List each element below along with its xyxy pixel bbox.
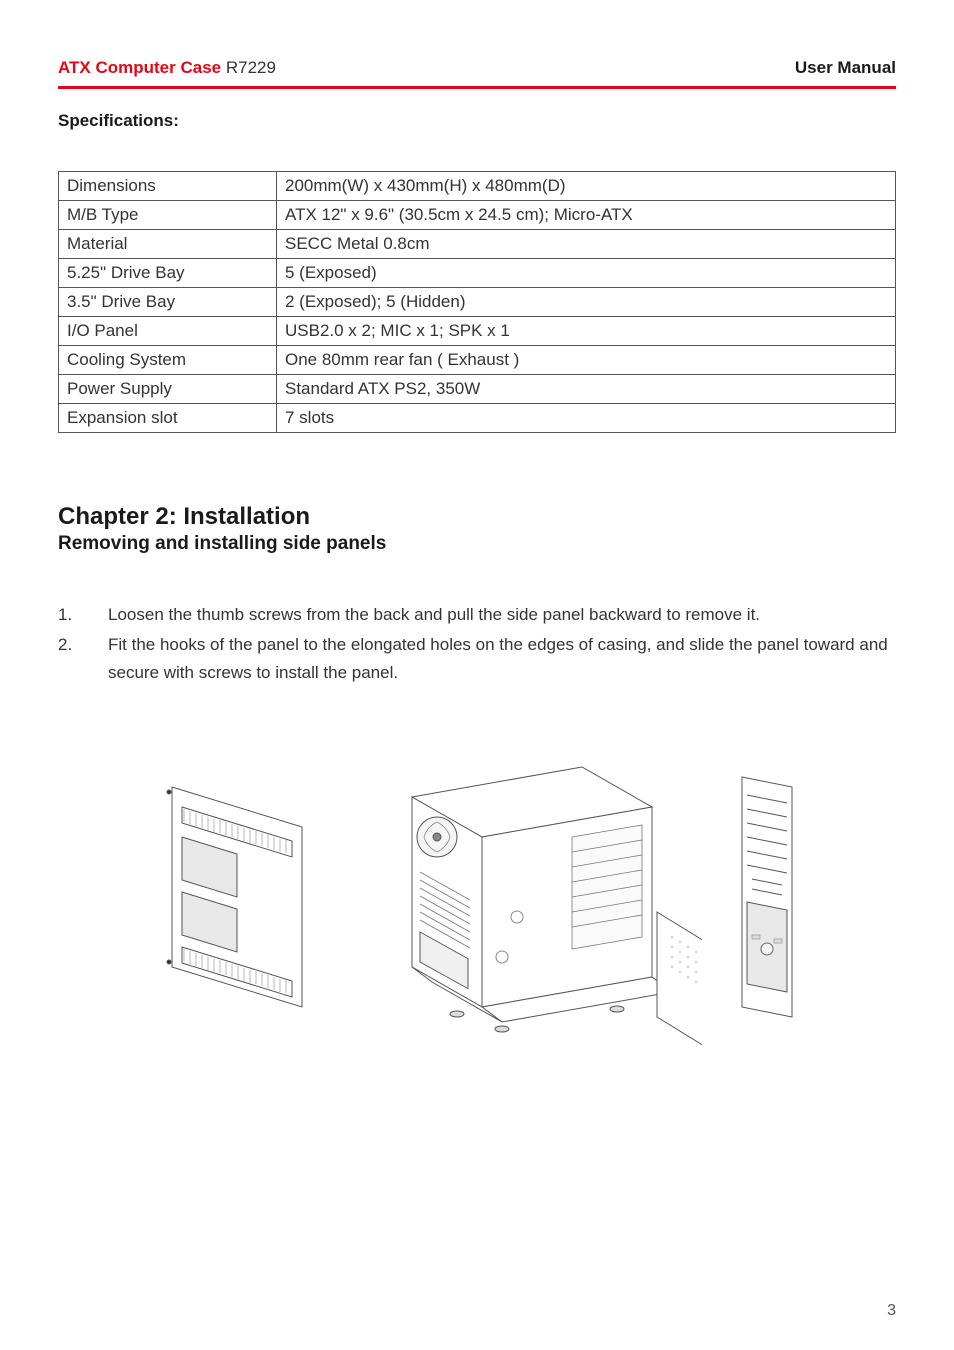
instruction-number: 1. (58, 601, 108, 629)
front-bezel-diagram (722, 767, 812, 1027)
chapter-title: Chapter 2: Installation (58, 503, 896, 531)
table-row: Expansion slot7 slots (59, 404, 896, 433)
spec-value: SECC Metal 0.8cm (277, 230, 896, 259)
instruction-text: Loosen the thumb screws from the back an… (108, 601, 896, 629)
product-name: ATX Computer Case (58, 58, 221, 77)
spec-label: 3.5" Drive Bay (59, 288, 277, 317)
instructions-list: 1.Loosen the thumb screws from the back … (58, 601, 896, 687)
side-panel-diagram (142, 757, 342, 1037)
spec-label: Power Supply (59, 375, 277, 404)
spec-value: 5 (Exposed) (277, 259, 896, 288)
table-row: Power SupplyStandard ATX PS2, 350W (59, 375, 896, 404)
header-product: ATX Computer Case R7229 (58, 58, 276, 78)
spec-label: I/O Panel (59, 317, 277, 346)
spec-label: M/B Type (59, 201, 277, 230)
spec-label: Expansion slot (59, 404, 277, 433)
spec-value: 200mm(W) x 430mm(H) x 480mm(D) (277, 172, 896, 201)
specifications-table: Dimensions200mm(W) x 430mm(H) x 480mm(D)… (58, 171, 896, 433)
instruction-number: 2. (58, 631, 108, 687)
spec-label: 5.25" Drive Bay (59, 259, 277, 288)
instruction-item: 1.Loosen the thumb screws from the back … (58, 601, 896, 629)
spec-value: USB2.0 x 2; MIC x 1; SPK x 1 (277, 317, 896, 346)
table-row: MaterialSECC Metal 0.8cm (59, 230, 896, 259)
instruction-item: 2.Fit the hooks of the panel to the elon… (58, 631, 896, 687)
product-model: R7229 (226, 58, 276, 77)
spec-value: One 80mm rear fan ( Exhaust ) (277, 346, 896, 375)
installation-diagram (58, 737, 896, 1057)
page-number: 3 (887, 1302, 896, 1320)
table-row: M/B TypeATX 12" x 9.6" (30.5cm x 24.5 cm… (59, 201, 896, 230)
page-header: ATX Computer Case R7229 User Manual (58, 58, 896, 78)
table-row: I/O PanelUSB2.0 x 2; MIC x 1; SPK x 1 (59, 317, 896, 346)
table-row: Cooling SystemOne 80mm rear fan ( Exhaus… (59, 346, 896, 375)
case-exploded-diagram (362, 737, 702, 1057)
header-divider (58, 86, 896, 89)
spec-value: Standard ATX PS2, 350W (277, 375, 896, 404)
spec-label: Dimensions (59, 172, 277, 201)
spec-value: 2 (Exposed); 5 (Hidden) (277, 288, 896, 317)
spec-value: ATX 12" x 9.6" (30.5cm x 24.5 cm); Micro… (277, 201, 896, 230)
table-row: 3.5" Drive Bay2 (Exposed); 5 (Hidden) (59, 288, 896, 317)
header-manual-label: User Manual (795, 58, 896, 78)
table-row: Dimensions200mm(W) x 430mm(H) x 480mm(D) (59, 172, 896, 201)
instruction-text: Fit the hooks of the panel to the elonga… (108, 631, 896, 687)
spec-label: Cooling System (59, 346, 277, 375)
subsection-title: Removing and installing side panels (58, 533, 896, 555)
spec-label: Material (59, 230, 277, 259)
table-row: 5.25" Drive Bay5 (Exposed) (59, 259, 896, 288)
specifications-title: Specifications: (58, 111, 896, 131)
spec-value: 7 slots (277, 404, 896, 433)
